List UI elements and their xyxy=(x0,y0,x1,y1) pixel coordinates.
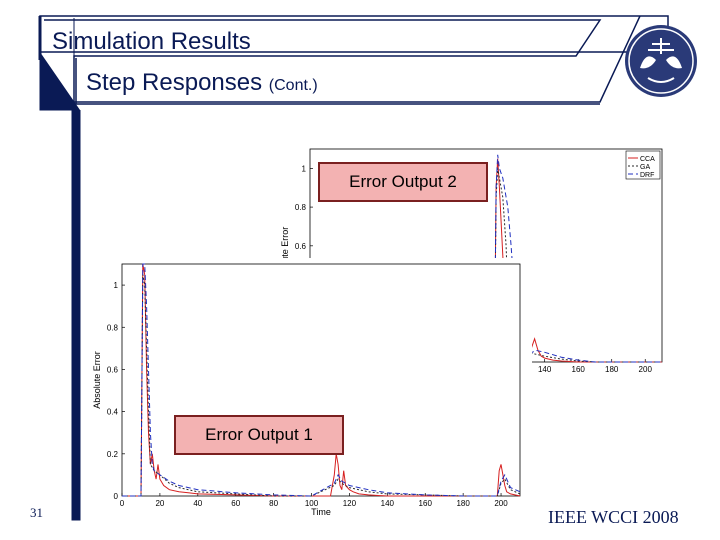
subtitle-main: Step Responses xyxy=(86,69,263,96)
chart-1-background xyxy=(92,258,532,520)
chart-1-title: Error Output 1 xyxy=(205,425,313,444)
footer-text: IEEE WCCI 2008 xyxy=(548,507,679,527)
chart-2-legend-label: CCA xyxy=(640,156,655,163)
chart-1-x-tick-label: 40 xyxy=(193,499,202,508)
chart-1-x-tick-label: 80 xyxy=(269,499,278,508)
chart-2-x-tick-label: 200 xyxy=(639,365,653,374)
chart-2-x-tick-label: 180 xyxy=(605,365,619,374)
chart-2-title: Error Output 2 xyxy=(349,172,457,191)
chart-1-y-tick-label: 0.4 xyxy=(107,408,119,417)
chart-1-x-tick-label: 100 xyxy=(305,499,319,508)
chart-2-x-tick-label: 160 xyxy=(572,365,586,374)
chart-1-x-tick-label: 0 xyxy=(120,499,125,508)
chart-1-x-tick-label: 120 xyxy=(343,499,357,508)
chart-2-y-tick-label: 1 xyxy=(302,164,307,173)
chart-1-y-tick-label: 0.8 xyxy=(107,323,119,332)
chart-1-y-axis-label: Absolute Error xyxy=(92,351,102,409)
chart-2-y-tick-label: 0.8 xyxy=(295,203,307,212)
slide-subtitle: Step Responses (Cont.) xyxy=(86,69,318,97)
chart-1-series-drf-line xyxy=(122,263,521,497)
chart-1-x-tick-label: 160 xyxy=(419,499,433,508)
chart-1-x-tick-label: 20 xyxy=(155,499,164,508)
slide-number: 31 xyxy=(30,505,43,520)
chart-2-y-axis-label: Absolute Error xyxy=(280,227,290,285)
chart-1-y-tick-label: 1 xyxy=(114,281,119,290)
chart-2-legend-label: DRF xyxy=(640,172,654,179)
slide-title: Simulation Results xyxy=(52,28,251,55)
subtitle-small: (Cont.) xyxy=(268,77,318,94)
chart-2-series-ga-line xyxy=(310,168,662,363)
chart-1-x-tick-label: 60 xyxy=(231,499,240,508)
chart-2-x-tick-label: 140 xyxy=(538,365,552,374)
chart-2-y-tick-label: 0.6 xyxy=(295,242,307,251)
chart-1-x-axis-label: Time xyxy=(311,507,331,517)
chart-1-y-tick-label: 0.6 xyxy=(107,365,119,374)
chart-1-x-tick-label: 200 xyxy=(494,499,508,508)
chart-2-legend-label: GA xyxy=(640,164,650,171)
chart-1-y-tick-label: 0 xyxy=(114,492,119,501)
chart-2-title-box: Error Output 2 xyxy=(318,162,488,202)
chart-1-title-box: Error Output 1 xyxy=(174,415,344,455)
chart-1-y-tick-label: 0.2 xyxy=(107,450,119,459)
chart-1-x-tick-label: 140 xyxy=(381,499,395,508)
chart-error-output-1: 0 20 40 60 80 100 120 140 160 180 200 0 0.2 0.4 0.6 0.8… xyxy=(92,258,532,520)
chart-1-x-tick-label: 180 xyxy=(456,499,470,508)
university-of-tehran-logo-icon xyxy=(625,25,697,97)
